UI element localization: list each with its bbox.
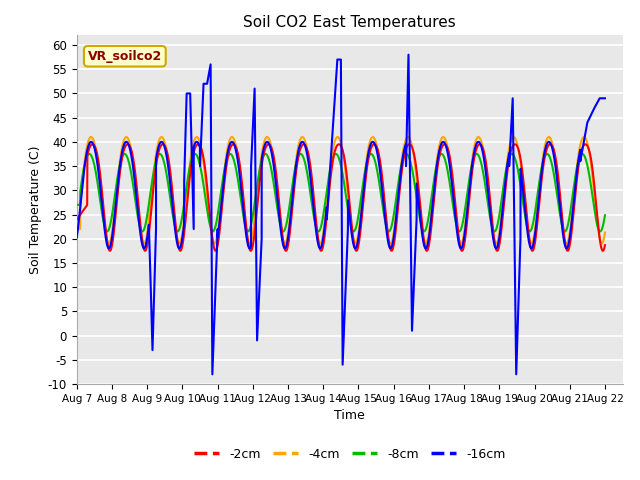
Title: Soil CO2 East Temperatures: Soil CO2 East Temperatures [243,15,456,30]
Legend: -2cm, -4cm, -8cm, -16cm: -2cm, -4cm, -8cm, -16cm [189,443,511,466]
X-axis label: Time: Time [334,409,365,422]
Text: VR_soilco2: VR_soilco2 [88,50,162,63]
Y-axis label: Soil Temperature (C): Soil Temperature (C) [29,145,42,274]
